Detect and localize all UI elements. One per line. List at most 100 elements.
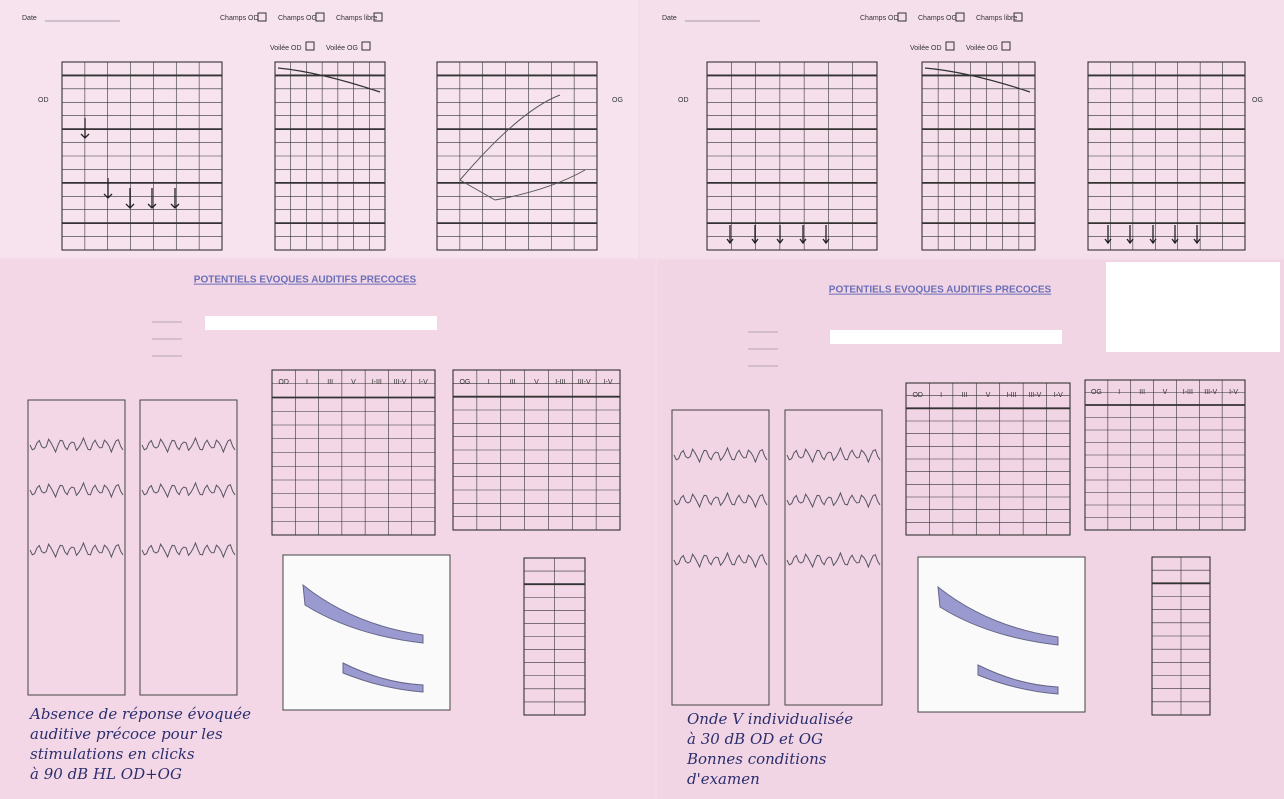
latency-plot <box>282 554 451 711</box>
table-header: OD <box>278 379 289 386</box>
checkbox <box>361 41 371 51</box>
marker <box>125 188 135 209</box>
waveform-box <box>139 399 238 696</box>
table-header: I-III <box>1006 392 1016 399</box>
latency-band <box>342 662 424 693</box>
latency-band <box>977 664 1059 695</box>
table-header: III <box>1139 389 1145 396</box>
table-header: I-V <box>604 379 613 386</box>
voilee-label: Voilée OD <box>270 45 302 52</box>
checkbox <box>1013 12 1023 22</box>
marker <box>776 225 784 245</box>
champs-label: Champs libre <box>976 15 1017 22</box>
handwritten-note: à 30 dB OD et OG <box>687 730 823 748</box>
side-label: OD <box>678 97 689 104</box>
voilee-label: Voilée OG <box>326 45 358 52</box>
table-header: III-V <box>394 379 407 386</box>
champs-label: Champs OG <box>918 15 957 22</box>
latency-plot <box>917 556 1086 713</box>
table-header: V <box>1163 389 1168 396</box>
waveform <box>141 436 236 454</box>
waveform <box>29 481 124 499</box>
marker <box>1126 225 1134 245</box>
table-header: I-V <box>1054 392 1063 399</box>
checkbox <box>315 12 325 22</box>
handwritten-note: stimulations en clicks <box>30 745 195 763</box>
side-label: OD <box>38 97 49 104</box>
table-header: OG <box>1091 389 1102 396</box>
marker <box>103 178 113 199</box>
curve <box>277 67 381 93</box>
handwritten-note: Absence de réponse évoquée <box>28 705 251 723</box>
side-label: OG <box>612 97 623 104</box>
waveform <box>673 446 768 464</box>
handwritten-note: d'examen <box>687 770 760 788</box>
table-header: I-III <box>372 379 382 386</box>
table-header: OD <box>912 392 923 399</box>
table-header: III <box>327 379 333 386</box>
marker <box>147 188 157 209</box>
champs-label: Champs OG <box>278 15 317 22</box>
table-header: III <box>962 392 968 399</box>
abr-title: POTENTIELS EVOQUES AUDITIFS PRECOCES <box>829 285 1052 296</box>
curve <box>459 94 586 201</box>
table-header: III-V <box>1204 389 1217 396</box>
table-header: I-III <box>1183 389 1193 396</box>
date-label: Date <box>22 15 37 22</box>
waveform-box <box>27 399 126 696</box>
checkbox <box>897 12 907 22</box>
waveform-box <box>784 409 883 706</box>
table-header: V <box>986 392 991 399</box>
table-header: I <box>488 379 490 386</box>
waveform <box>786 551 881 569</box>
voilee-label: Voilée OD <box>910 45 942 52</box>
waveform <box>786 491 881 509</box>
table-header: I <box>1118 389 1120 396</box>
marker <box>822 225 830 245</box>
waveform <box>29 541 124 559</box>
redaction <box>830 330 1062 344</box>
voilee-label: Voilée OG <box>966 45 998 52</box>
table-header: I-III <box>555 379 565 386</box>
table-header: I <box>306 379 308 386</box>
handwritten-note: Onde V individualisée <box>687 710 853 728</box>
abr-title: POTENTIELS EVOQUES AUDITIFS PRECOCES <box>194 275 417 286</box>
checkbox <box>955 12 965 22</box>
redaction <box>205 316 437 330</box>
marker <box>751 225 759 245</box>
table-header: I <box>940 392 942 399</box>
handwritten-note: Bonnes conditions <box>686 750 827 768</box>
marker <box>726 225 734 245</box>
redaction <box>1106 262 1280 352</box>
marker <box>1149 225 1157 245</box>
table-header: III-V <box>578 379 591 386</box>
handwritten-note: auditive précoce pour les <box>30 725 223 743</box>
waveform <box>673 491 768 509</box>
waveform-box <box>671 409 770 706</box>
table-header: III <box>510 379 516 386</box>
champs-label: Champs OD <box>860 15 899 22</box>
checkbox <box>1001 41 1011 51</box>
marker <box>170 188 180 209</box>
checkbox <box>945 41 955 51</box>
table-header: V <box>351 379 356 386</box>
date-label: Date <box>662 15 677 22</box>
checkbox <box>373 12 383 22</box>
drawings: Date Champs OD Champs OG Champs libre Voilée… <box>22 12 1263 788</box>
champs-label: Champs libre <box>336 15 377 22</box>
checkbox <box>257 12 267 22</box>
marker <box>1171 225 1179 245</box>
waveform <box>29 436 124 454</box>
waveform <box>141 541 236 559</box>
marker <box>1193 225 1201 245</box>
champs-label: Champs OD <box>220 15 259 22</box>
waveform <box>673 551 768 569</box>
side-label: OG <box>1252 97 1263 104</box>
table-header: I-V <box>1229 389 1238 396</box>
marker <box>1104 225 1112 245</box>
waveform <box>141 481 236 499</box>
handwritten-note: à 90 dB HL OD+OG <box>30 765 182 783</box>
curve <box>924 67 1031 93</box>
waveform <box>786 446 881 464</box>
